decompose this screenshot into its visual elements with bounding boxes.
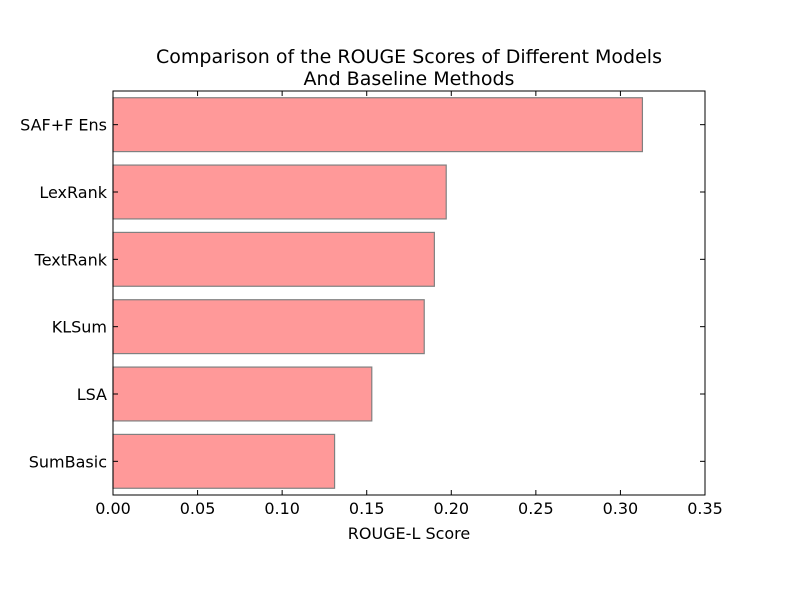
x-tick-label-1: 0.05 [180,499,216,518]
x-tick-label-0: 0.00 [95,499,131,518]
y-tick-label-4: LSA [77,385,107,404]
x-tick-label-3: 0.15 [349,499,385,518]
bar-4 [112,366,373,422]
bar-3 [112,299,425,355]
bar-0 [112,97,644,153]
bar-2 [112,231,435,287]
bar-1 [112,164,447,220]
ticks-layer: SAF+F Ens LexRank TextRank KLSum LSA SumBasic… [20,91,723,518]
y-tick-label-2: TextRank [34,250,108,269]
bar-5 [112,433,336,489]
y-tick-label-1: LexRank [39,183,107,202]
y-tick-label-0: SAF+F Ens [20,116,107,135]
x-tick-label-6: 0.30 [603,499,639,518]
chart-title-line-1: Comparison of the ROUGE Scores of Differ… [156,46,662,68]
y-tick-label-5: SumBasic [29,452,107,471]
x-axis-label: ROUGE-L Score [348,524,471,543]
chart-title-line-2: And Baseline Methods [304,68,515,90]
x-tick-label-4: 0.20 [433,499,469,518]
x-tick-label-7: 0.35 [687,499,723,518]
plot-area-frame [112,90,706,496]
y-tick-label-3: KLSum [52,318,107,337]
bars-layer [112,97,644,489]
x-tick-label-5: 0.25 [518,499,554,518]
x-tick-label-2: 0.10 [264,499,300,518]
